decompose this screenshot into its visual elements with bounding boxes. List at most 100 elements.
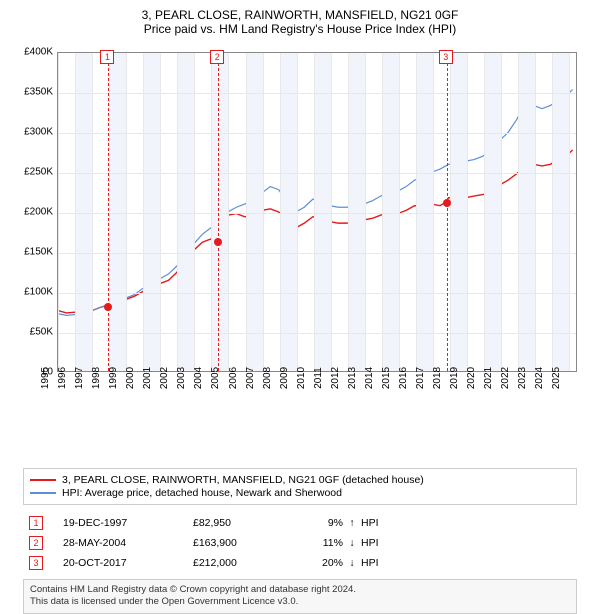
marker-callout: 2 — [210, 50, 224, 64]
marker-reference-line — [447, 53, 448, 371]
x-gridline — [280, 53, 281, 371]
year-band — [348, 53, 365, 371]
year-band — [518, 53, 535, 371]
x-tick-label: 2025 — [551, 367, 595, 389]
tx-pct: 9% — [303, 517, 343, 529]
x-gridline — [484, 53, 485, 371]
marker-point — [214, 238, 222, 246]
x-gridline — [194, 53, 195, 371]
x-gridline — [331, 53, 332, 371]
x-gridline — [58, 53, 59, 371]
tx-hpi-label: HPI — [361, 537, 391, 549]
x-gridline — [467, 53, 468, 371]
x-gridline — [160, 53, 161, 371]
legend-label: 3, PEARL CLOSE, RAINWORTH, MANSFIELD, NG… — [62, 474, 424, 486]
marker-badge: 1 — [29, 516, 43, 530]
arrow-down-icon: ↓ — [343, 557, 361, 569]
legend-swatch — [30, 492, 56, 494]
y-gridline — [58, 173, 576, 174]
y-gridline — [58, 293, 576, 294]
x-gridline — [518, 53, 519, 371]
table-row: 2 28-MAY-2004 £163,900 11% ↓ HPI — [23, 533, 577, 553]
title-subtitle: Price paid vs. HM Land Registry's House … — [10, 22, 590, 36]
tx-date: 19-DEC-1997 — [63, 517, 193, 529]
y-tick-label: £300K — [15, 127, 53, 138]
x-gridline — [263, 53, 264, 371]
transaction-table: 1 19-DEC-1997 £82,950 9% ↑ HPI 2 28-MAY-… — [23, 513, 577, 573]
y-tick-label: £350K — [15, 87, 53, 98]
marker-callout: 1 — [100, 50, 114, 64]
chart-area: 1995199619971998199920002001200220032004… — [15, 42, 585, 422]
x-gridline — [416, 53, 417, 371]
x-gridline — [92, 53, 93, 371]
year-band — [75, 53, 92, 371]
legend: 3, PEARL CLOSE, RAINWORTH, MANSFIELD, NG… — [23, 468, 577, 505]
x-gridline — [501, 53, 502, 371]
tx-hpi-label: HPI — [361, 517, 391, 529]
year-band — [280, 53, 297, 371]
x-gridline — [450, 53, 451, 371]
x-gridline — [365, 53, 366, 371]
footer-line2: This data is licensed under the Open Gov… — [30, 596, 570, 608]
x-gridline — [535, 53, 536, 371]
year-band — [416, 53, 433, 371]
legend-swatch — [30, 479, 56, 481]
y-gridline — [58, 133, 576, 134]
x-gridline — [246, 53, 247, 371]
y-gridline — [58, 253, 576, 254]
y-tick-label: £250K — [15, 167, 53, 178]
marker-badge: 3 — [29, 556, 43, 570]
year-band — [211, 53, 228, 371]
tx-price: £212,000 — [193, 557, 303, 569]
year-band — [246, 53, 263, 371]
y-tick-label: £50K — [15, 327, 53, 338]
marker-point — [104, 303, 112, 311]
table-row: 1 19-DEC-1997 £82,950 9% ↑ HPI — [23, 513, 577, 533]
x-gridline — [552, 53, 553, 371]
tx-pct: 11% — [303, 537, 343, 549]
tx-date: 20-OCT-2017 — [63, 557, 193, 569]
marker-reference-line — [218, 53, 219, 371]
x-gridline — [75, 53, 76, 371]
year-band — [484, 53, 501, 371]
tx-hpi-label: HPI — [361, 557, 391, 569]
chart-title-block: 3, PEARL CLOSE, RAINWORTH, MANSFIELD, NG… — [10, 8, 590, 36]
year-band — [314, 53, 331, 371]
year-band — [450, 53, 467, 371]
x-gridline — [348, 53, 349, 371]
x-gridline — [569, 53, 570, 371]
y-tick-label: £200K — [15, 207, 53, 218]
marker-callout: 3 — [439, 50, 453, 64]
x-gridline — [382, 53, 383, 371]
x-gridline — [177, 53, 178, 371]
y-tick-label: £150K — [15, 247, 53, 258]
y-tick-label: £400K — [15, 47, 53, 58]
x-gridline — [297, 53, 298, 371]
footer-line1: Contains HM Land Registry data © Crown c… — [30, 584, 570, 596]
y-tick-label: £0 — [15, 367, 53, 378]
plot-area — [57, 52, 577, 372]
x-gridline — [126, 53, 127, 371]
x-gridline — [399, 53, 400, 371]
marker-reference-line — [108, 53, 109, 371]
year-band — [552, 53, 569, 371]
marker-point — [443, 199, 451, 207]
arrow-up-icon: ↑ — [343, 517, 361, 529]
x-gridline — [143, 53, 144, 371]
tx-price: £163,900 — [193, 537, 303, 549]
x-gridline — [228, 53, 229, 371]
year-band — [382, 53, 399, 371]
x-gridline — [211, 53, 212, 371]
marker-badge: 2 — [29, 536, 43, 550]
y-gridline — [58, 93, 576, 94]
year-band — [177, 53, 194, 371]
y-gridline — [58, 333, 576, 334]
legend-label: HPI: Average price, detached house, Newa… — [62, 487, 342, 499]
legend-item: 3, PEARL CLOSE, RAINWORTH, MANSFIELD, NG… — [30, 474, 570, 486]
chart-container: 3, PEARL CLOSE, RAINWORTH, MANSFIELD, NG… — [0, 0, 600, 590]
tx-date: 28-MAY-2004 — [63, 537, 193, 549]
x-gridline — [314, 53, 315, 371]
year-band — [143, 53, 160, 371]
legend-item: HPI: Average price, detached house, Newa… — [30, 487, 570, 499]
y-gridline — [58, 213, 576, 214]
